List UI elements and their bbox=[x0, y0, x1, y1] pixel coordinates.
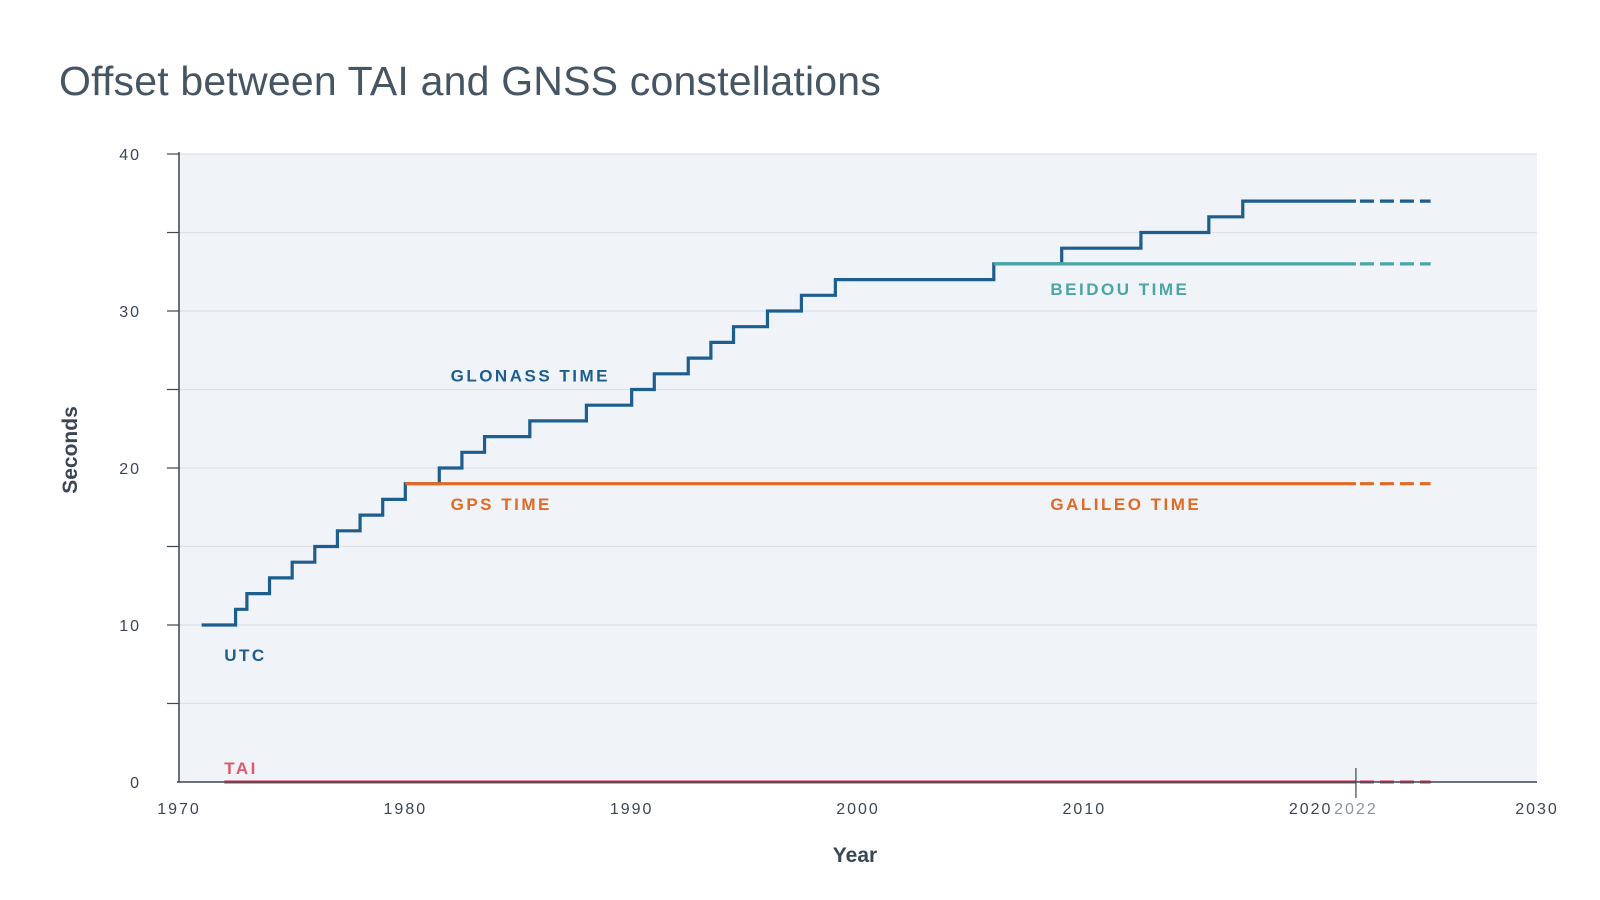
y-axis-title: Seconds bbox=[59, 406, 82, 494]
x-tick-label: 2000 bbox=[836, 801, 880, 818]
series-label-beidou-time: BEIDOU TIME bbox=[1050, 280, 1189, 299]
y-tick-label: 40 bbox=[119, 147, 141, 164]
x-axis-title: Year bbox=[833, 844, 877, 867]
y-tick-label: 0 bbox=[130, 775, 141, 792]
x-tick-label: 2020 bbox=[1289, 801, 1333, 818]
y-tick-label: 30 bbox=[119, 304, 141, 321]
grid-lines bbox=[167, 153, 1537, 705]
y-tick-label: 20 bbox=[119, 461, 141, 478]
series-label-glonass-time: GLONASS TIME bbox=[451, 366, 610, 385]
x-marker-label: 2022 bbox=[1334, 801, 1378, 818]
series-line-utc bbox=[201, 199, 1356, 627]
series-label-tai: TAI bbox=[224, 759, 258, 778]
x-tick-label: 1980 bbox=[384, 801, 428, 818]
series-label-galileo-time: GALILEO TIME bbox=[1050, 495, 1201, 514]
x-tick-label: 2030 bbox=[1515, 801, 1559, 818]
x-tick-label: 1990 bbox=[610, 801, 654, 818]
y-tick-label: 10 bbox=[119, 618, 141, 635]
series-label-utc: UTC bbox=[224, 646, 266, 665]
series-labels: UTC GLONASS TIME BEIDOU TIME GPS TIME GALILE… bbox=[224, 280, 1201, 778]
x-tick-label: 1970 bbox=[157, 801, 201, 818]
x-tick-label: 2010 bbox=[1063, 801, 1107, 818]
chart-title: Offset between TAI and GNSS constellatio… bbox=[59, 58, 882, 104]
series-label-gps-time: GPS TIME bbox=[451, 495, 552, 514]
axes bbox=[177, 152, 1537, 783]
